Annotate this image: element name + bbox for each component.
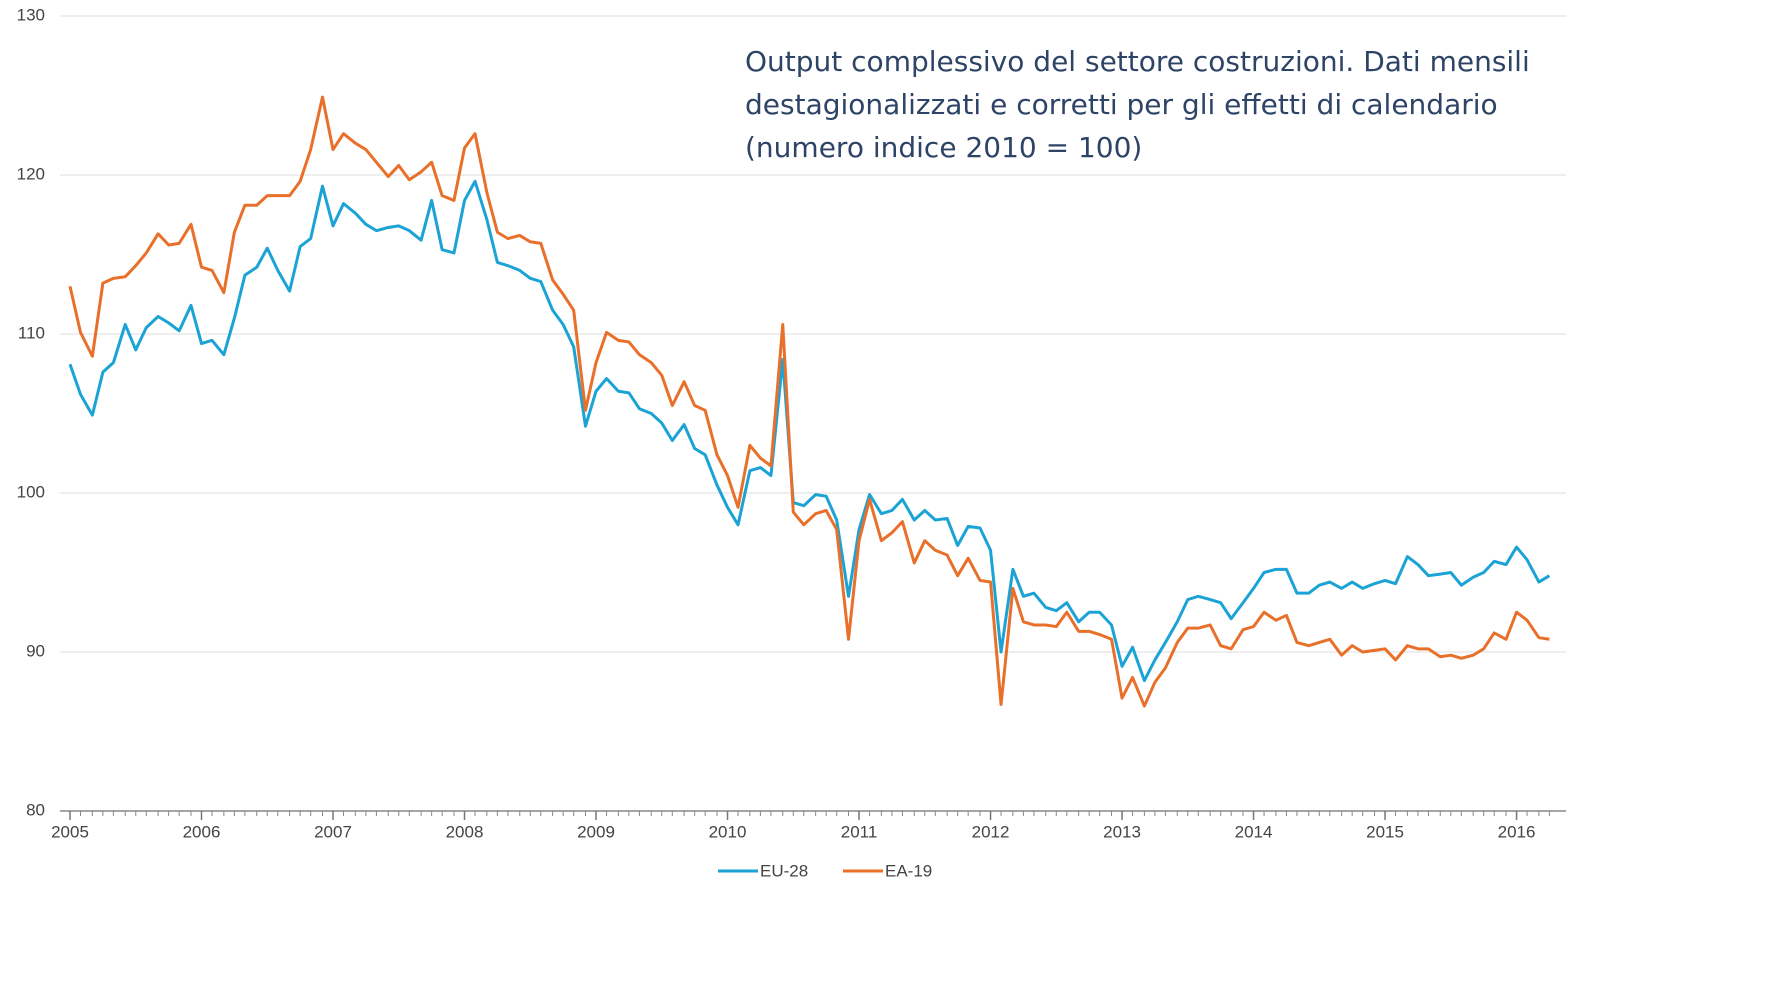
- x-tick-label: 2013: [1103, 822, 1141, 841]
- y-tick-label: 80: [26, 800, 45, 819]
- x-tick-label: 2008: [446, 822, 484, 841]
- x-tick-label: 2006: [183, 822, 221, 841]
- x-tick-label: 2007: [314, 822, 352, 841]
- legend-label: EU-28: [760, 861, 808, 880]
- x-tick-label: 2005: [51, 822, 89, 841]
- y-tick-label: 110: [18, 323, 45, 342]
- x-tick-label: 2010: [709, 822, 747, 841]
- y-tick-label: 120: [17, 164, 45, 183]
- x-tick-label: 2009: [577, 822, 615, 841]
- x-tick-label: 2014: [1235, 822, 1273, 841]
- x-tick-label: 2016: [1498, 822, 1536, 841]
- annotation: Output complessivo del settore costruzio…: [745, 45, 1530, 164]
- legend-label: EA-19: [885, 861, 932, 880]
- y-tick-label: 100: [17, 482, 45, 501]
- y-tick-label: 130: [17, 5, 45, 24]
- x-tick-label: 2012: [972, 822, 1010, 841]
- x-tick-label: 2011: [841, 822, 878, 841]
- x-tick-label: 2015: [1366, 822, 1404, 841]
- series-line: [68, 179, 1551, 683]
- y-tick-label: 90: [26, 641, 45, 660]
- series-line: [68, 95, 1550, 708]
